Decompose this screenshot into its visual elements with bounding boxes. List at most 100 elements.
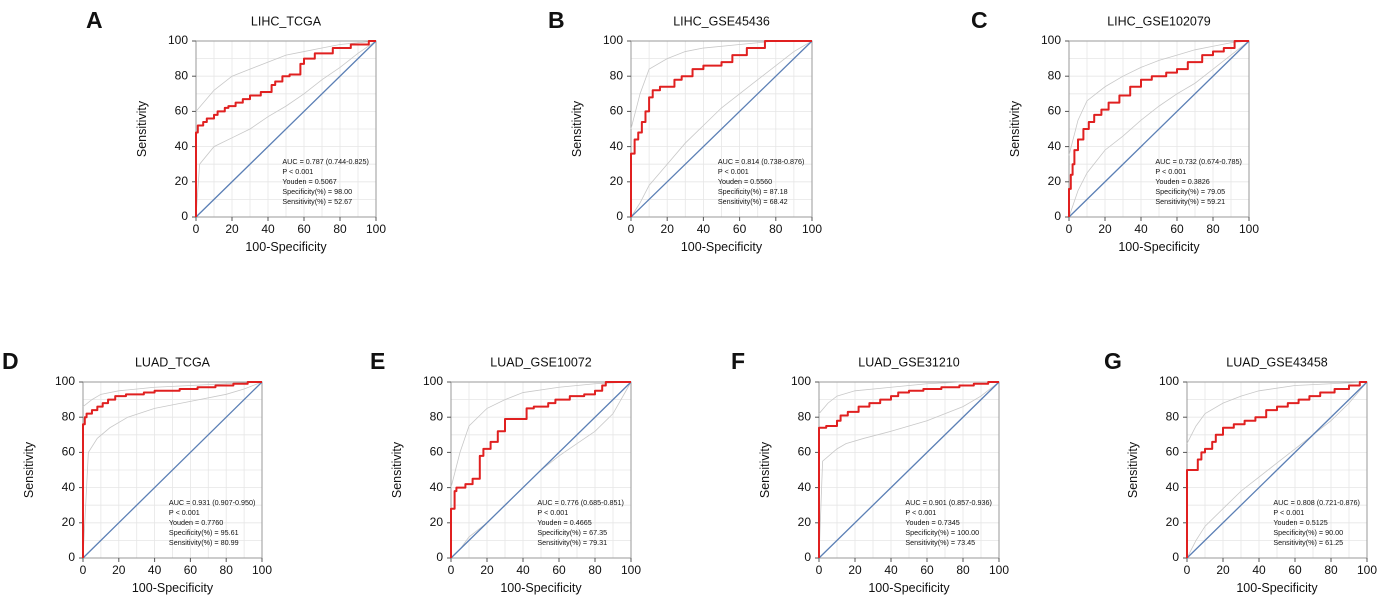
stats-line: P < 0.001 [905, 508, 936, 517]
x-tick-label: 0 [816, 563, 823, 577]
ci-upper-line [1068, 40, 1250, 156]
reference-diagonal [1186, 381, 1368, 559]
x-tick-label: 40 [261, 222, 275, 236]
x-tick-label: 80 [1324, 563, 1338, 577]
x-tick-label: 60 [733, 222, 747, 236]
roc-panel-c: C LIHC_GSE102079 00 20 20 40 40 60 60 80 80 100 100 1… [971, 7, 1259, 254]
x-axis-label: 100-Specificity [245, 240, 327, 254]
x-tick-label: 60 [920, 563, 934, 577]
y-axis-label: Sensitivity [135, 100, 149, 157]
ci-lower-line [82, 381, 263, 559]
stats-line: Sensitivity(%) = 79.31 [537, 538, 607, 547]
chart-title: LUAD_GSE43458 [1226, 355, 1328, 369]
stats-line: Youden = 0.5560 [718, 177, 772, 186]
x-tick-label: 20 [112, 563, 126, 577]
y-tick-label: 60 [430, 445, 444, 459]
stats-line: Youden = 0.3826 [1155, 177, 1209, 186]
panel-letter: E [370, 348, 385, 374]
x-tick-label: 80 [956, 563, 970, 577]
stats-line: AUC = 0.732 (0.674-0.785) [1155, 157, 1242, 166]
y-tick-label: 100 [55, 374, 75, 388]
stats-line: Youden = 0.5067 [282, 177, 336, 186]
ci-lower-line [195, 40, 377, 218]
stats-line: P < 0.001 [169, 508, 200, 517]
reference-diagonal [818, 381, 1000, 559]
y-tick-label: 40 [610, 139, 624, 153]
stats-line: Sensitivity(%) = 52.67 [282, 197, 352, 206]
x-tick-label: 60 [552, 563, 566, 577]
x-tick-label: 40 [884, 563, 898, 577]
roc-curve [82, 381, 262, 558]
stats-line: Specificity(%) = 95.61 [169, 528, 239, 537]
y-tick-label: 0 [181, 209, 188, 223]
y-axis-label: Sensitivity [570, 100, 584, 157]
ci-upper-line [630, 40, 812, 130]
y-axis-label: Sensitivity [1008, 100, 1022, 157]
stats-line: P < 0.001 [282, 167, 313, 176]
y-tick-label: 20 [1048, 174, 1062, 188]
x-tick-label: 100 [1239, 222, 1259, 236]
stats-line: Specificity(%) = 87.18 [718, 187, 788, 196]
stats-line: Sensitivity(%) = 61.25 [1273, 538, 1343, 547]
y-tick-label: 0 [1054, 209, 1061, 223]
ci-lower-line [630, 40, 813, 218]
chart-title: LUAD_GSE10072 [490, 355, 592, 369]
x-tick-label: 100 [1357, 563, 1377, 577]
plot-frame [1068, 40, 1250, 218]
x-axis-label: 100-Specificity [868, 581, 950, 595]
reference-diagonal [1068, 40, 1250, 218]
stats-line: P < 0.001 [1155, 167, 1186, 176]
stats-line: AUC = 0.776 (0.685-0.851) [537, 498, 624, 507]
stats-line: AUC = 0.808 (0.721-0.876) [1273, 498, 1360, 507]
y-tick-label: 40 [62, 480, 76, 494]
stats-line: P < 0.001 [1273, 508, 1304, 517]
x-tick-label: 80 [333, 222, 347, 236]
roc-curve [1186, 381, 1367, 558]
y-tick-label: 0 [616, 209, 623, 223]
ci-upper-line [195, 40, 377, 112]
ci-lower-line [1068, 40, 1250, 218]
y-tick-label: 100 [1041, 33, 1061, 47]
y-tick-label: 0 [68, 550, 75, 564]
stats-line: P < 0.001 [537, 508, 568, 517]
x-axis-label: 100-Specificity [500, 581, 582, 595]
roc-curve [195, 40, 376, 217]
roc-panel-f: F LUAD_GSE31210 00 20 20 40 40 60 60 80 80 100 100 10… [731, 348, 1009, 595]
x-tick-label: 60 [184, 563, 198, 577]
y-tick-label: 20 [175, 174, 189, 188]
y-tick-label: 0 [1172, 550, 1179, 564]
panel-letter: F [731, 348, 745, 374]
panel-letter: A [86, 7, 103, 33]
panel-letter: G [1104, 348, 1122, 374]
panel-letter: B [548, 7, 565, 33]
x-tick-label: 20 [1216, 563, 1230, 577]
stats-line: Specificity(%) = 90.00 [1273, 528, 1343, 537]
panel-letter: D [2, 348, 19, 374]
x-tick-label: 100 [621, 563, 641, 577]
chart-title: LUAD_GSE31210 [858, 355, 960, 369]
x-tick-label: 100 [802, 222, 822, 236]
reference-diagonal [82, 381, 263, 559]
x-tick-label: 100 [366, 222, 386, 236]
x-tick-label: 20 [848, 563, 862, 577]
x-tick-label: 0 [628, 222, 635, 236]
x-tick-label: 40 [697, 222, 711, 236]
ci-upper-line [450, 381, 632, 488]
ci-lower-line [818, 381, 1000, 559]
x-tick-label: 40 [1252, 563, 1266, 577]
ci-upper-line [818, 381, 999, 414]
y-tick-label: 60 [175, 104, 189, 118]
roc-panel-g: G LUAD_GSE43458 00 20 20 40 40 60 60 80 80 100 100 10… [1104, 348, 1377, 595]
x-tick-label: 40 [148, 563, 162, 577]
y-tick-label: 40 [430, 480, 444, 494]
x-tick-label: 100 [252, 563, 272, 577]
y-tick-label: 80 [1048, 68, 1062, 82]
y-tick-label: 40 [1166, 480, 1180, 494]
y-tick-label: 20 [610, 174, 624, 188]
ci-lower-line [1186, 381, 1368, 559]
y-tick-label: 40 [1048, 139, 1062, 153]
x-tick-label: 60 [297, 222, 311, 236]
y-tick-label: 60 [798, 445, 812, 459]
chart-title: LIHC_TCGA [251, 14, 322, 28]
stats-line: Youden = 0.7345 [905, 518, 959, 527]
